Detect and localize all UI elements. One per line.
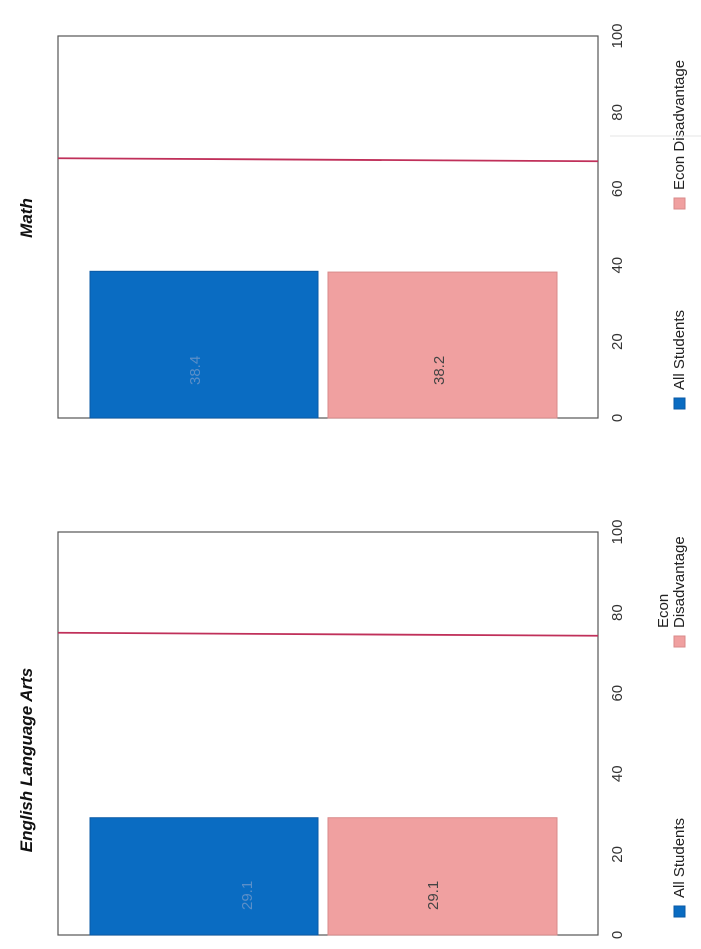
legend-label: Disadvantage <box>671 536 688 628</box>
tick-label: 20 <box>609 846 626 863</box>
target-line <box>57 157 599 163</box>
tick-label: 100 <box>609 519 626 544</box>
legend-swatch <box>673 197 686 210</box>
bar-econ-disadvantage <box>327 817 558 936</box>
tick-label: 100 <box>609 23 626 48</box>
target-line <box>57 631 599 637</box>
legend-label: Econ Disadvantage <box>671 60 688 190</box>
tick-label: 80 <box>609 604 626 621</box>
bar-econ-disadvantage <box>327 271 558 419</box>
legend-swatch <box>673 635 686 648</box>
tick-label: 0 <box>609 931 626 939</box>
tick-label: 60 <box>609 180 626 197</box>
legend-swatch <box>673 397 686 410</box>
legend-label: All Students <box>671 818 688 898</box>
data-label: 29.1 <box>425 881 442 910</box>
data-label: 38.4 <box>187 356 204 385</box>
bar-all-students <box>89 270 319 419</box>
legend-label: Econ <box>655 594 672 628</box>
tick-label: 0 <box>609 414 626 422</box>
tick-label: 20 <box>609 333 626 350</box>
chart-panel-ela: 29.1 29.1 0 20 40 60 80 100 English Language Art… <box>17 519 688 939</box>
legend-swatch <box>673 905 686 918</box>
data-label: 38.2 <box>431 356 448 385</box>
data-label: 29.1 <box>239 881 256 910</box>
chart-panel-math: 38.4 38.2 0 20 40 60 80 100 Math All Students Econ… <box>17 23 688 422</box>
bar-all-students <box>89 817 319 936</box>
chart-title: Math <box>17 198 36 238</box>
legend-label: All Students <box>671 310 688 390</box>
tick-label: 80 <box>609 104 626 121</box>
tick-label: 40 <box>609 257 626 274</box>
chart-title: English Language Arts <box>17 668 36 853</box>
tick-label: 60 <box>609 685 626 702</box>
tick-label: 40 <box>609 765 626 782</box>
